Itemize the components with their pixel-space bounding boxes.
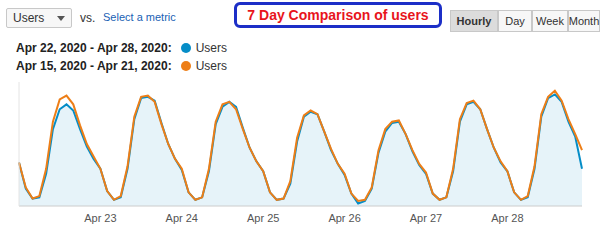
html-text:Day: Day bbox=[505, 15, 525, 27]
svg-text:Apr 26: Apr 26 bbox=[328, 212, 360, 224]
svg-text:Apr 23: Apr 23 bbox=[84, 212, 116, 224]
html-text:Hourly: Hourly bbox=[456, 15, 492, 27]
html-text:vs.: vs. bbox=[80, 11, 96, 25]
svg-text:Apr 27: Apr 27 bbox=[410, 212, 442, 224]
html-text:Users: Users bbox=[13, 11, 45, 25]
html-text:Apr 15, 2020 - Apr 21, 2020:: Apr 15, 2020 - Apr 21, 2020: bbox=[16, 59, 172, 73]
html-text:Select a metric: Select a metric bbox=[103, 11, 176, 23]
svg-text:Apr 24: Apr 24 bbox=[166, 212, 198, 224]
html-text:Week Month: Week Month bbox=[536, 15, 600, 27]
svg-text:Apr 28: Apr 28 bbox=[491, 212, 523, 224]
html-text:Users: Users bbox=[195, 41, 227, 55]
html-text:7 Day Comparison of users: 7 Day Comparison of users bbox=[247, 7, 429, 23]
svg-text:Apr 25: Apr 25 bbox=[247, 212, 279, 224]
html-text:Users: Users bbox=[195, 59, 227, 73]
html-text:Apr 22, 2020 - Apr 28, 2020:: Apr 22, 2020 - Apr 28, 2020: bbox=[16, 41, 172, 55]
